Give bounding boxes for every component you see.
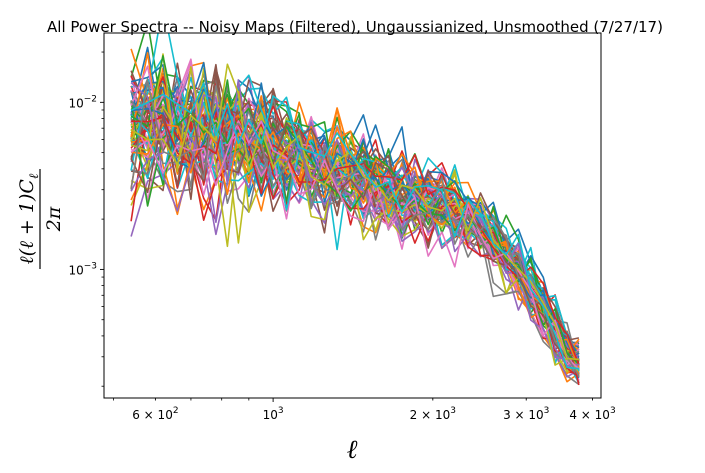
x-axis: 103 6 × 102 2 × 103 3 × 103 4 × 103	[113, 398, 616, 422]
y-axis-label-bottom: 2π	[43, 206, 65, 232]
y-tick-label: 10−2	[68, 94, 97, 110]
spectrum-line	[130, 80, 580, 377]
series-group	[130, 33, 580, 386]
spectrum-line	[130, 68, 579, 361]
spectrum-line	[130, 63, 579, 361]
chart-title: All Power Spectra -- Noisy Maps (Filtere…	[47, 18, 663, 36]
y-axis-label: ℓ(ℓ + 1)Cℓ 2π	[16, 169, 65, 269]
svg-text:ℓ(ℓ + 1)Cℓ: ℓ(ℓ + 1)Cℓ	[16, 173, 42, 264]
y-tick-label: 10−3	[68, 261, 97, 277]
plot-frame	[103, 32, 602, 399]
spectrum-line	[130, 53, 580, 373]
spectrum-line	[130, 120, 580, 370]
y-axis-label-subscript: ℓ	[27, 173, 42, 179]
x-tick-label: 6 × 102	[132, 406, 178, 422]
y-axis: 10−3 10−2	[68, 51, 104, 387]
x-tick-label: 3 × 103	[503, 406, 549, 422]
y-axis-label-top: ℓ(ℓ + 1)C	[16, 179, 38, 265]
x-tick-label: 2 × 103	[410, 406, 456, 422]
spectrum-line	[130, 56, 580, 371]
spectrum-line	[130, 82, 579, 370]
x-axis-label: ℓ	[347, 435, 358, 465]
x-tick-label: 4 × 103	[569, 406, 615, 422]
x-tick-label: 103	[263, 406, 284, 422]
